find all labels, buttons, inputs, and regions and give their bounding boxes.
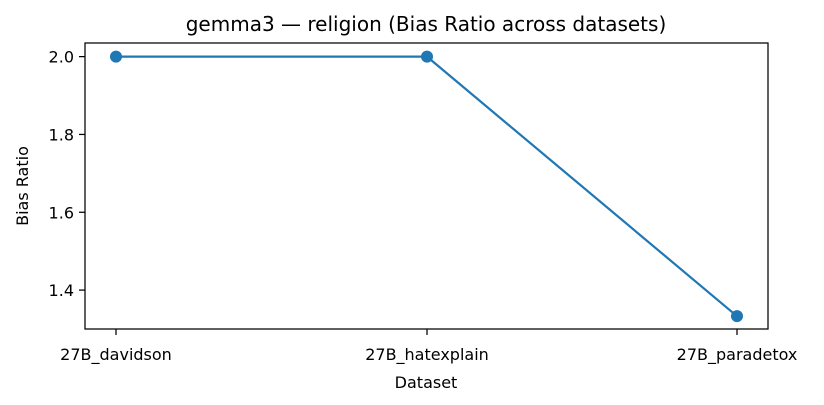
x-axis: 27B_davidson 27B_hatexplain 27B_paradetox <box>60 329 797 365</box>
x-tick-label: 27B_hatexplain <box>365 345 489 365</box>
y-tick-label: 1.8 <box>49 125 74 144</box>
y-tick-label: 1.4 <box>49 281 74 300</box>
x-axis-label: Dataset <box>395 373 458 392</box>
y-tick-label: 2.0 <box>49 48 74 67</box>
series-line <box>116 55 738 318</box>
data-point <box>731 310 743 323</box>
x-tick-label: 27B_davidson <box>60 345 172 365</box>
y-tick-label: 1.6 <box>49 203 74 222</box>
y-axis: 1.4 1.6 1.8 2.0 <box>49 48 85 300</box>
data-point <box>421 50 433 63</box>
plot-area-frame <box>84 42 769 330</box>
x-tick-label: 27B_paradetox <box>677 345 798 365</box>
series-layer <box>110 50 743 323</box>
y-axis-label: Bias Ratio <box>13 146 32 226</box>
data-point <box>110 50 122 63</box>
chart-title: gemma3 — religion (Bias Ratio across dat… <box>186 12 667 36</box>
